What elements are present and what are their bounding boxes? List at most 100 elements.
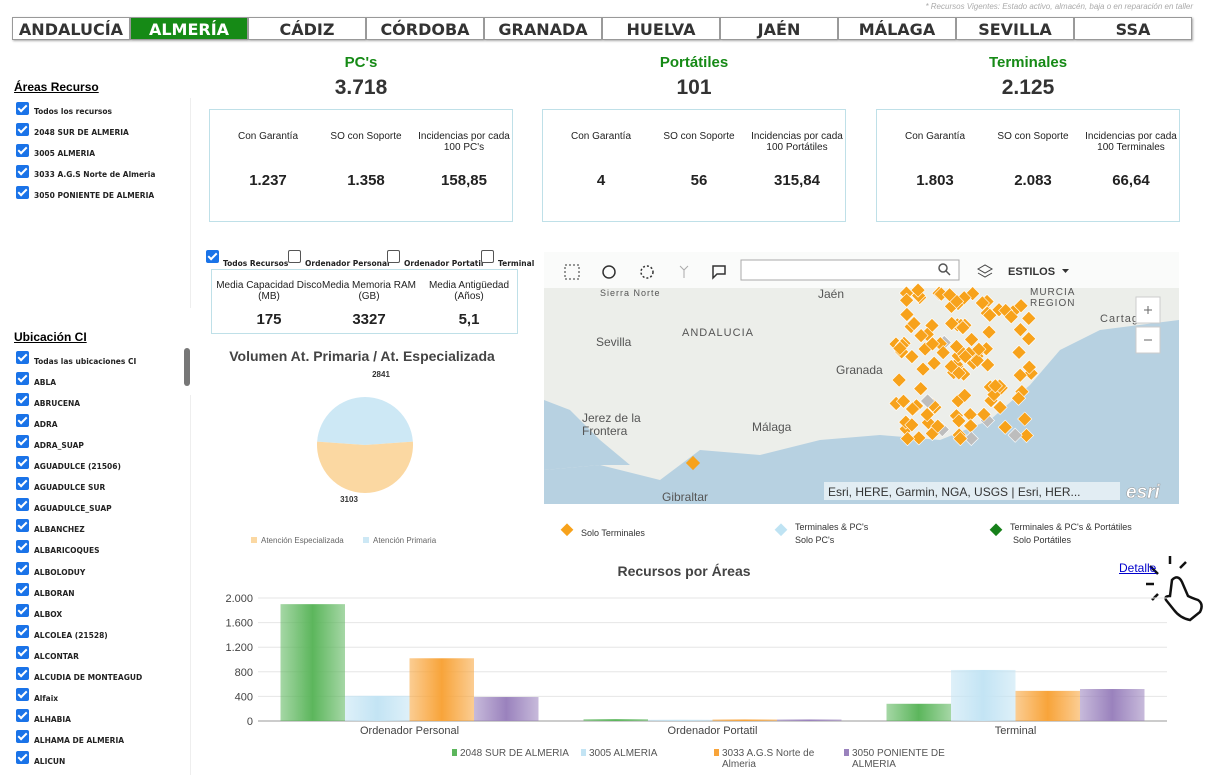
map-marker[interactable] — [925, 336, 941, 352]
map-marker[interactable] — [982, 307, 998, 323]
map-marker[interactable] — [1013, 298, 1029, 314]
nav-tab[interactable]: SSA — [1074, 17, 1192, 40]
map-marker[interactable] — [930, 418, 946, 434]
map-marker[interactable] — [910, 282, 926, 298]
map-marker[interactable] — [891, 372, 907, 388]
map-marker[interactable] — [963, 418, 979, 434]
map-marker[interactable] — [915, 361, 931, 377]
checkbox[interactable] — [16, 519, 29, 533]
checkbox[interactable] — [16, 708, 29, 722]
map-marker[interactable] — [904, 417, 920, 433]
map-marker[interactable] — [997, 419, 1013, 435]
nav-tab[interactable]: JAÉN — [720, 17, 838, 40]
checkbox[interactable] — [387, 250, 400, 263]
map-marker[interactable] — [974, 295, 990, 311]
map-marker[interactable] — [949, 339, 965, 355]
checkbox[interactable] — [16, 414, 29, 428]
checkbox[interactable] — [16, 540, 29, 554]
map-marker[interactable] — [1021, 331, 1037, 347]
nav-tab[interactable]: CÁDIZ — [248, 17, 366, 40]
checkbox[interactable] — [16, 645, 29, 659]
map-marker[interactable] — [892, 340, 908, 356]
map-marker[interactable] — [1012, 367, 1028, 383]
nav-tab[interactable]: GRANADA — [484, 17, 602, 40]
map-marker[interactable] — [942, 287, 958, 303]
map-marker[interactable] — [971, 341, 987, 357]
map-marker[interactable] — [911, 430, 927, 446]
map-marker[interactable] — [899, 292, 915, 308]
checkbox[interactable] — [16, 729, 29, 743]
map-marker[interactable] — [955, 320, 971, 336]
map-marker[interactable] — [1021, 359, 1037, 375]
map-marker[interactable] — [1007, 427, 1023, 443]
tool-icon[interactable] — [712, 265, 726, 280]
map-marker[interactable] — [905, 401, 921, 417]
map-marker[interactable] — [899, 306, 915, 322]
checkbox[interactable] — [16, 603, 29, 617]
map-marker[interactable] — [962, 407, 978, 423]
checkbox[interactable] — [16, 582, 29, 596]
map-marker[interactable] — [969, 352, 985, 368]
map-marker[interactable] — [935, 345, 951, 361]
checkbox[interactable] — [16, 165, 29, 178]
map-marker[interactable] — [1011, 344, 1027, 360]
map-marker[interactable] — [992, 399, 1008, 415]
tool-icon[interactable] — [602, 265, 616, 279]
map-marker[interactable] — [951, 413, 967, 429]
map-marker[interactable] — [926, 355, 942, 371]
checkbox[interactable] — [16, 351, 29, 364]
checkbox[interactable] — [16, 144, 29, 157]
map-marker[interactable] — [980, 357, 996, 373]
styles-button[interactable]: ESTILOS — [1008, 266, 1055, 278]
map-marker[interactable] — [963, 430, 979, 446]
map-marker[interactable] — [933, 286, 949, 302]
checkbox[interactable] — [288, 250, 301, 263]
tool-icon[interactable] — [640, 265, 654, 279]
map-marker[interactable] — [1003, 309, 1019, 325]
map-marker[interactable] — [900, 431, 916, 447]
map-marker[interactable] — [957, 387, 973, 403]
nav-tab[interactable]: ANDALUCÍA — [12, 17, 130, 40]
map-marker[interactable] — [913, 381, 929, 397]
search-box[interactable] — [740, 259, 960, 281]
map-marker[interactable] — [981, 324, 997, 340]
map-marker[interactable] — [685, 455, 701, 471]
nav-tab[interactable]: HUELVA — [602, 17, 720, 40]
map-marker[interactable] — [1012, 322, 1028, 338]
nav-tab[interactable]: MÁLAGA — [838, 17, 956, 40]
nav-tab[interactable]: SEVILLA — [956, 17, 1074, 40]
checkbox[interactable] — [206, 250, 219, 263]
tool-icon[interactable] — [679, 265, 689, 278]
map-marker[interactable] — [919, 407, 935, 423]
checkbox[interactable] — [16, 123, 29, 136]
checkbox[interactable] — [16, 102, 29, 115]
checkbox[interactable] — [16, 561, 29, 575]
checkbox[interactable] — [16, 186, 29, 199]
checkbox[interactable] — [16, 666, 29, 680]
checkbox[interactable] — [16, 393, 29, 407]
nav-tab[interactable]: ALMERÍA — [130, 17, 248, 40]
map-marker[interactable] — [976, 406, 992, 422]
checkbox[interactable] — [16, 435, 29, 449]
map-marker[interactable] — [1018, 427, 1034, 443]
checkbox[interactable] — [16, 624, 29, 638]
map-marker[interactable] — [1011, 390, 1027, 406]
map-marker[interactable] — [1021, 310, 1037, 326]
map-marker[interactable] — [951, 365, 967, 381]
tool-icon[interactable] — [564, 264, 580, 280]
checkbox[interactable] — [16, 477, 29, 491]
map-marker[interactable] — [904, 349, 920, 365]
map-marker[interactable] — [906, 316, 922, 332]
checkbox[interactable] — [16, 687, 29, 701]
checkbox[interactable] — [16, 498, 29, 512]
nav-tab[interactable]: CÓRDOBA — [366, 17, 484, 40]
map-marker[interactable] — [895, 393, 911, 409]
map-marker[interactable] — [920, 393, 936, 409]
map-marker[interactable] — [964, 332, 980, 348]
checkbox[interactable] — [16, 372, 29, 386]
map-marker[interactable] — [1017, 411, 1033, 427]
link[interactable]: Detalle — [1119, 561, 1157, 575]
map-marker[interactable] — [987, 378, 1003, 394]
scrollbar[interactable] — [184, 348, 190, 386]
map-marker[interactable] — [957, 349, 973, 365]
